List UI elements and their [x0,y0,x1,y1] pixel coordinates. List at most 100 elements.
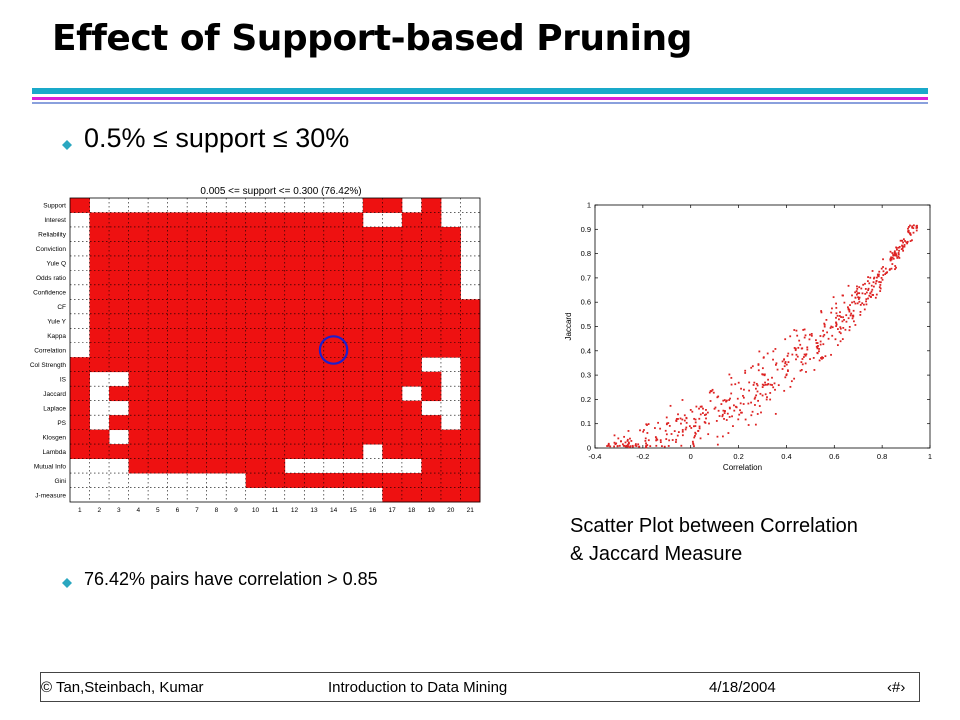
scatter-point [912,224,915,227]
scatter-point [673,430,676,432]
heatmap-column-label: 14 [330,507,338,514]
scatter-point [771,376,773,379]
scatter-point [896,248,898,251]
heatmap-cell [362,328,383,344]
heatmap-row-label: Mutual Info [34,463,67,470]
scatter-point [895,255,898,257]
heatmap-column-label: 6 [176,507,180,514]
scatter-point [906,242,909,245]
heatmap-cell [343,313,364,329]
scatter-point [754,423,757,426]
heatmap-cell [323,226,344,242]
heatmap-cell [148,255,169,271]
scatter-point [877,274,879,277]
heatmap-cell [362,299,383,315]
scatter-point [835,316,837,319]
scatter-point [898,245,901,248]
heatmap-cell [128,328,149,344]
scatter-point [915,229,918,232]
scatter-point [865,291,868,294]
scatter-point [879,284,882,286]
scatter-point [655,439,658,442]
heatmap-cell [187,270,208,286]
scatter-point [889,250,892,253]
heatmap-cell [401,255,422,271]
title-rule-top [32,88,928,94]
scatter-point [852,309,855,312]
heatmap-cell [187,444,208,459]
heatmap-cell [382,429,403,445]
heatmap-cell [304,444,325,459]
heatmap-chart: 0.005 <= support <= 0.300 (76.42%) Suppor… [30,186,481,514]
scatter-point [750,366,753,369]
scatter-point [813,369,816,371]
scatter-point [804,334,807,337]
heatmap-cell [304,270,325,286]
scatter-point [752,384,755,386]
heatmap-cell [343,400,364,416]
scatter-point [764,381,766,384]
scatter-point [819,335,822,337]
heatmap-cell [343,415,364,431]
heatmap-cell [265,299,286,315]
scatter-point [681,418,684,421]
heatmap-column-label: 7 [195,507,199,514]
scatter-point [849,314,852,317]
heatmap-cell [167,415,188,431]
scatter-point [760,411,762,414]
scatter-point [882,266,884,268]
scatter-y-tick-label: 1 [587,201,591,210]
heatmap-cell [304,241,325,257]
heatmap-cell [206,357,227,373]
scatter-point [888,269,891,271]
heatmap-column-label: 19 [428,507,436,514]
heatmap-column-label: 12 [291,507,299,514]
heatmap-column-label: 9 [234,507,238,514]
scatter-point [787,352,790,355]
heatmap-cell [89,328,110,344]
scatter-point [802,356,805,358]
scatter-point [762,384,765,387]
heatmap-column-label: 8 [215,507,219,514]
scatter-point [891,256,894,259]
heatmap-cell [167,328,188,344]
heatmap-column-label: 11 [272,507,279,514]
scatter-point [725,400,727,403]
heatmap-column-label: 16 [369,507,377,514]
scatter-point [812,357,815,359]
scatter-point [766,352,769,355]
scatter-point [835,322,838,325]
scatter-point [769,392,772,394]
heatmap-cell [245,429,266,445]
heatmap-cell [401,313,422,329]
scatter-point [742,394,744,397]
scatter-point [730,376,733,379]
scatter-point [800,347,803,350]
heatmap-cell [148,226,169,242]
scatter-point [683,414,686,417]
scatter-point [723,410,726,413]
scatter-point [684,428,687,431]
footer-copyright: © Tan,Steinbach, Kumar [41,679,204,696]
scatter-point [783,365,786,368]
scatter-point [774,363,777,366]
heatmap-row-label: Lambda [43,449,67,456]
scatter-point [680,422,682,425]
heatmap-cell [421,270,442,286]
heatmap-cell [382,226,403,242]
heatmap-cell [70,386,90,402]
scatter-point [691,440,694,443]
scatter-point [654,427,656,429]
scatter-point [733,409,736,412]
scatter-point [729,397,731,400]
scatter-point [785,363,788,366]
scatter-point [676,434,679,437]
scatter-point [693,425,695,428]
scatter-point [761,394,764,397]
heatmap-cell [265,444,286,459]
heatmap-cell [440,226,461,242]
heatmap-cell [245,342,266,358]
heatmap-cell [206,400,227,416]
heatmap-cell [304,386,325,402]
heatmap-cell [187,357,208,373]
